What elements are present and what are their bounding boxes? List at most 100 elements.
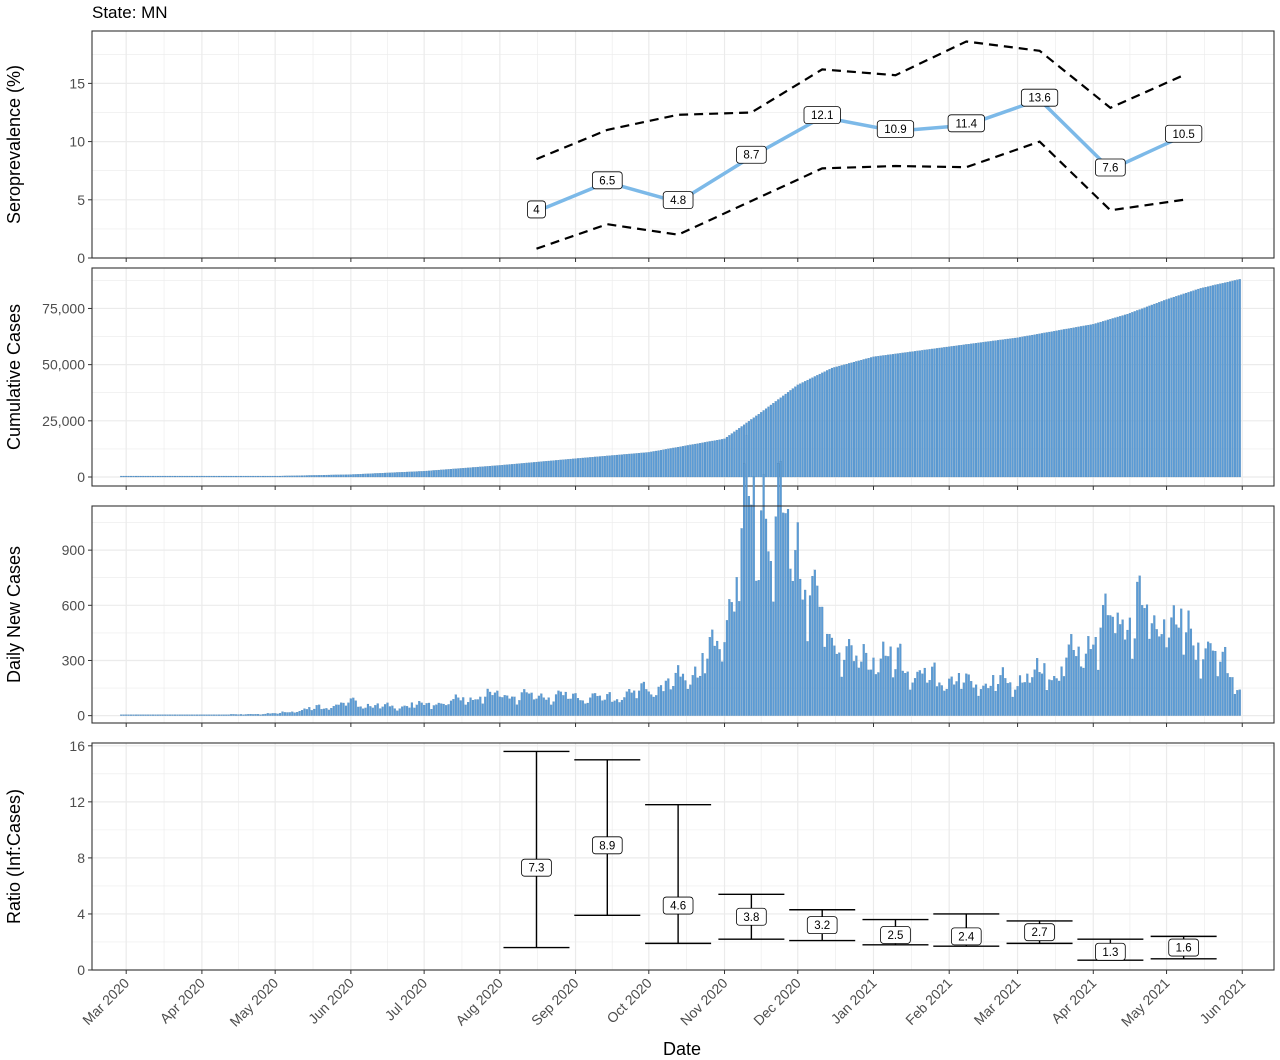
bar xyxy=(1150,623,1153,716)
bar xyxy=(1021,682,1024,716)
bar xyxy=(464,467,467,478)
bar xyxy=(1023,682,1026,716)
bar xyxy=(318,704,321,716)
bar xyxy=(247,475,250,478)
bar xyxy=(437,702,440,716)
bar xyxy=(677,446,680,478)
bar xyxy=(972,687,975,716)
y-axis-label: Daily New Cases xyxy=(4,546,24,683)
bar xyxy=(733,611,736,716)
bar xyxy=(254,714,257,716)
bar xyxy=(767,551,770,716)
bar xyxy=(427,702,431,716)
bar xyxy=(144,475,147,478)
bar xyxy=(127,475,130,478)
bar xyxy=(208,475,211,478)
bar xyxy=(227,475,230,478)
bar xyxy=(203,714,206,716)
bar xyxy=(1187,292,1190,478)
bar xyxy=(276,713,279,716)
bar xyxy=(225,714,228,716)
bar xyxy=(1219,661,1222,716)
bar xyxy=(869,357,873,478)
bar xyxy=(1155,303,1158,478)
bar xyxy=(413,471,416,478)
bar xyxy=(335,474,338,478)
bar xyxy=(430,470,433,478)
bar xyxy=(1050,680,1053,716)
bar xyxy=(200,714,203,716)
bar xyxy=(308,707,311,716)
ratio-data-label: 1.6 xyxy=(1176,943,1192,955)
bar xyxy=(491,465,494,478)
bar xyxy=(1141,308,1144,478)
bar xyxy=(645,452,648,478)
bar xyxy=(833,645,836,716)
bar xyxy=(845,646,848,716)
bar xyxy=(376,703,379,716)
bar xyxy=(699,443,702,478)
bar xyxy=(398,472,401,478)
bar xyxy=(1123,314,1127,478)
bar xyxy=(796,522,799,716)
bar xyxy=(161,475,164,478)
bar xyxy=(938,347,941,478)
bar xyxy=(322,475,326,478)
bar xyxy=(1155,629,1158,716)
bar xyxy=(491,695,494,716)
bar xyxy=(442,703,445,716)
bar xyxy=(857,667,860,716)
bar xyxy=(1160,634,1163,716)
bar xyxy=(188,475,191,478)
bar xyxy=(708,637,711,716)
bar xyxy=(874,356,877,478)
bar xyxy=(808,595,812,716)
bar xyxy=(647,691,650,716)
bar xyxy=(984,341,987,478)
bar xyxy=(576,698,580,716)
bar xyxy=(1224,282,1227,478)
bar xyxy=(1121,619,1124,716)
bar xyxy=(1221,651,1224,716)
bar xyxy=(278,713,282,716)
bar xyxy=(613,700,616,716)
bar xyxy=(271,713,274,716)
bar xyxy=(1082,325,1085,478)
bar xyxy=(1207,286,1210,478)
bar xyxy=(625,691,628,716)
bar xyxy=(794,550,797,716)
bar xyxy=(1228,677,1232,716)
bar xyxy=(1221,283,1224,478)
bar xyxy=(623,697,626,716)
bar xyxy=(728,599,731,716)
bar xyxy=(479,466,482,478)
bar xyxy=(413,707,416,716)
bar xyxy=(757,580,760,716)
bar xyxy=(1231,677,1234,716)
bar xyxy=(1119,624,1122,716)
bar xyxy=(403,705,406,716)
bar xyxy=(696,677,699,716)
bar xyxy=(1148,305,1151,478)
bar xyxy=(716,440,719,478)
bar xyxy=(584,703,587,716)
bar xyxy=(513,463,516,478)
x-tick-label: Mar 2020 xyxy=(79,975,132,1028)
bar xyxy=(681,446,685,478)
panel-cumulative: 0 25,000 50,000 75,000 Cumulative Cases xyxy=(4,267,1275,490)
bar xyxy=(1131,312,1134,478)
bar xyxy=(962,682,965,716)
bar xyxy=(193,475,196,478)
bar xyxy=(782,395,785,478)
bar xyxy=(640,683,643,716)
bar xyxy=(235,714,238,716)
bar xyxy=(359,706,362,716)
bar xyxy=(445,705,448,716)
bar xyxy=(288,475,291,478)
bar xyxy=(691,444,694,478)
bar xyxy=(796,384,799,478)
bar xyxy=(757,414,760,478)
bar xyxy=(967,674,970,716)
bar xyxy=(476,699,479,716)
bar xyxy=(1116,612,1119,716)
